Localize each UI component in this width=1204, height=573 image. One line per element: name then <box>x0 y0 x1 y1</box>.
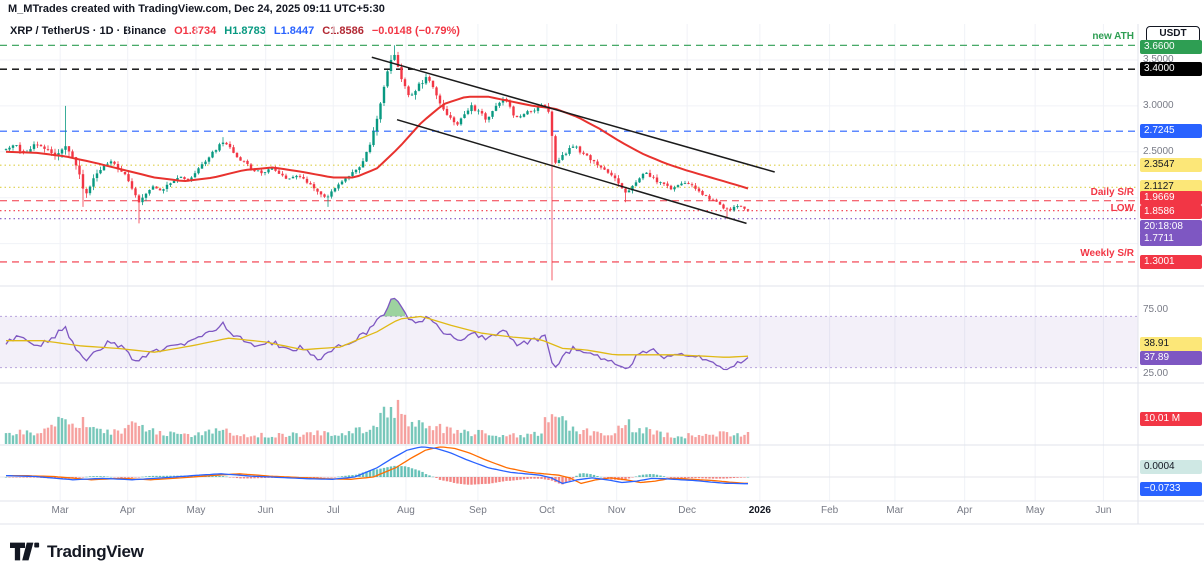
time-axis-label-jun[interactable]: Jun <box>257 505 274 516</box>
time-axis-label-sep[interactable]: Sep <box>469 505 487 516</box>
time-axis-label-mar[interactable]: Mar <box>51 505 69 516</box>
time-axis-label-apr[interactable]: Apr <box>119 505 136 516</box>
ohlc-value: H1.8783 <box>224 25 266 37</box>
time-axis-label-feb[interactable]: Feb <box>820 505 839 516</box>
level-side-label: Weekly S/R <box>1080 247 1134 259</box>
price-level-badge: 2.3547 <box>1140 158 1202 173</box>
macd-value-badge: 0.0004 <box>1140 460 1202 474</box>
price-grid-label: 2.5000 <box>1143 145 1174 157</box>
time-axis-label-2026[interactable]: 2026 <box>748 505 771 516</box>
time-axis-label-may[interactable]: May <box>186 505 206 516</box>
rsi-ma-line <box>6 315 749 358</box>
symbol-title: XRP / TetherUS · 1D · Binance <box>10 25 167 37</box>
tradingview-wordmark[interactable]: TradingView <box>47 541 144 561</box>
candles-layer <box>4 45 750 281</box>
rsi-value-badge: 37.89 <box>1140 350 1202 365</box>
time-axis-label-mar[interactable]: Mar <box>886 505 904 516</box>
rsi-line <box>5 297 749 371</box>
level-lines <box>0 44 1138 263</box>
tradingview-logo-icon <box>10 542 40 561</box>
time-axis-label-jun[interactable]: Jun <box>1095 505 1112 516</box>
time-axis-label-may[interactable]: May <box>1025 505 1045 516</box>
time-axis-label-dec[interactable]: Dec <box>678 505 697 516</box>
macd-pane <box>0 446 1138 485</box>
level-side-label: LOW <box>1110 202 1134 214</box>
volume-value-badge: 10.01 M <box>1140 412 1202 426</box>
time-axis-label-jul[interactable]: Jul <box>326 505 340 516</box>
rsi-lower-scale-label: 25.00 <box>1143 368 1169 379</box>
price-grid-label: 3.5000 <box>1143 54 1174 65</box>
countdown-badge: 20:18:08 <box>1140 219 1202 234</box>
price-grid-label: 3.0000 <box>1143 99 1174 111</box>
level-side-label: Daily S/R <box>1090 186 1134 198</box>
price-level-badge: 2.7245 <box>1140 124 1202 139</box>
price-level-badge: 3.4000 <box>1140 62 1202 77</box>
rsi-value-badge: 38.91 <box>1140 337 1202 352</box>
price-level-badge: 1.9669 <box>1140 190 1202 205</box>
price-level-badge: 1.8586 <box>1140 204 1202 219</box>
rsi-upper-scale-label: 75.00 <box>1143 304 1169 315</box>
ohlc-value: C1.8586 <box>322 25 364 37</box>
ohlc-value: O1.8734 <box>174 25 217 37</box>
rsi-pane <box>0 297 1138 371</box>
pane-dividers <box>0 24 1204 525</box>
ohlc-value: −0.0148 (−0.79%) <box>371 25 460 37</box>
volume-bars <box>4 399 750 444</box>
price-level-badge: 1.3001 <box>1140 254 1202 269</box>
price-level-badge: 1.7711 <box>1140 231 1202 246</box>
chart-canvas[interactable] <box>0 0 1204 530</box>
time-axis-label-oct[interactable]: Oct <box>539 505 555 516</box>
trend-channel-lines[interactable] <box>371 56 775 225</box>
level-side-label: new ATH <box>1092 31 1134 43</box>
time-axis-label-apr[interactable]: Apr <box>956 505 973 516</box>
time-axis-label-aug[interactable]: Aug <box>397 505 415 516</box>
ma-line[interactable] <box>5 95 749 190</box>
ohlc-value: L1.8447 <box>273 25 315 37</box>
macd-signal-line <box>6 446 748 485</box>
price-level-badge: 3.6600 <box>1140 40 1202 55</box>
time-axis-label-nov[interactable]: Nov <box>607 505 626 516</box>
snapshot-watermark: M_MTrades created with TradingView.com, … <box>8 3 385 15</box>
tradingview-footer[interactable]: TradingView <box>10 540 144 563</box>
symbol-legend: XRP / TetherUS · 1D · Binance O1.8734 H1.8… <box>10 25 460 37</box>
macd-value-badge: −0.0733 <box>1140 482 1202 496</box>
macd-line <box>5 446 748 485</box>
